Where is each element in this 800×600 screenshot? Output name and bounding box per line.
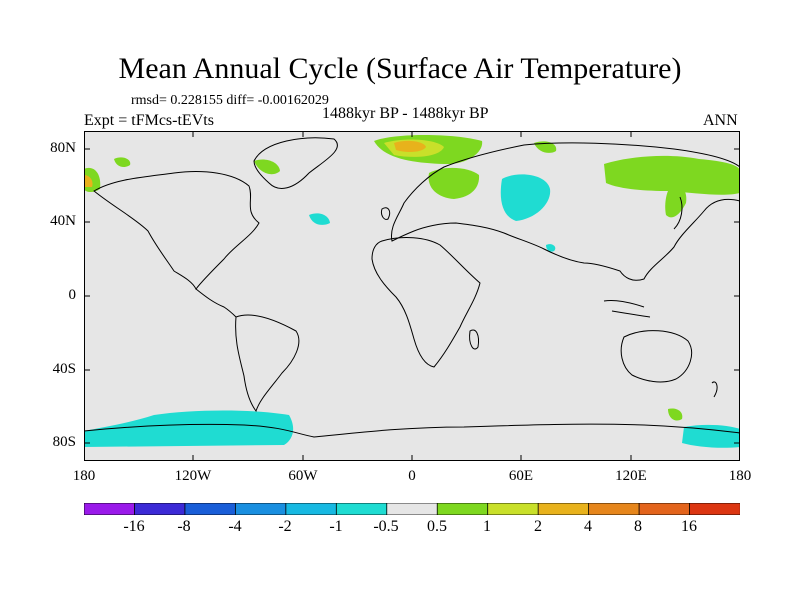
shade-green-siberia-small [534, 141, 557, 153]
shade-yellow-alaska [84, 175, 93, 187]
colorbar-label: -2 [278, 518, 292, 535]
coastline-indonesia [603, 300, 651, 318]
colorbar-box [487, 503, 539, 515]
coastlines [84, 137, 740, 438]
y-tick-label: 80S [52, 434, 76, 450]
colorbar-box [234, 503, 287, 515]
shade-green-greenland [254, 159, 280, 175]
x-tick-label: 180 [72, 468, 96, 484]
coastline-madagascar [469, 329, 479, 350]
shade-green-antarctica-east [668, 408, 683, 421]
x-tick-label: 180 [728, 468, 752, 484]
y-tick-label: 40N [50, 213, 76, 229]
plot-title: Mean Annual Cycle (Surface Air Temperatu… [118, 52, 682, 85]
shade-cyan-antarctica-east [682, 424, 740, 448]
shade-cyan-central-asia [500, 174, 551, 221]
colorbar-label: 2 [534, 518, 542, 535]
season-label: ANN [703, 112, 738, 129]
coastline-central-america [195, 288, 237, 318]
coastline-north-america [93, 171, 260, 290]
shade-cyan-himalaya [546, 244, 556, 252]
x-tick-label: 120W [174, 468, 212, 484]
colorbar-box [588, 503, 640, 515]
colorbar-label: 1 [483, 518, 491, 535]
colorbar-label: -8 [177, 518, 191, 535]
colorbar-label: -1 [329, 518, 343, 535]
colorbar-label: 4 [584, 518, 592, 535]
colorbar-box [638, 503, 691, 515]
world-map [84, 131, 740, 461]
shade-green-japan [665, 185, 687, 218]
coastline-eurasia [390, 142, 740, 281]
shade-cyan-atlantic [309, 213, 330, 225]
colorbar [84, 503, 740, 515]
experiment-label: Expt = tFMcs-tEVts [84, 112, 214, 129]
coastline-british-isles [381, 207, 391, 220]
x-tick-label: 120E [615, 468, 647, 484]
colorbar-box [184, 503, 237, 515]
statistics-label: rmsd= 0.228155 diff= -0.00162029 [131, 93, 329, 108]
coastline-antarctica [84, 423, 740, 438]
coastline-new-zealand [711, 381, 718, 398]
colorbar-box [537, 503, 590, 515]
map-frame [84, 131, 740, 461]
period-label: 1488kyr BP - 1488kyr BP [322, 105, 489, 122]
colorbar-label: -16 [123, 518, 145, 535]
colorbar-box [386, 503, 438, 515]
colorbar-box [436, 503, 489, 515]
colorbar-box [285, 503, 338, 515]
colorbar-label: 0.5 [427, 518, 447, 535]
coastline-africa [371, 237, 481, 368]
y-tick-label: 80N [50, 140, 76, 156]
shade-green-canada [114, 157, 131, 167]
shade-green-scandinavia [428, 167, 480, 199]
colorbar-label: -4 [228, 518, 242, 535]
y-tick-label: 0 [68, 287, 77, 303]
colorbar-box [689, 503, 740, 515]
coastline-japan [673, 196, 683, 230]
colorbar-label: -0.5 [373, 518, 399, 535]
shade-cyan-antarctica-pacific [84, 410, 294, 447]
x-tick-label: 60E [508, 468, 534, 484]
shade-green-siberia [604, 155, 740, 195]
colorbar-box [134, 503, 186, 515]
colorbar-box [84, 503, 136, 515]
shade-orange-barents [394, 140, 426, 152]
anomaly-shading [84, 135, 740, 448]
x-tick-label: 0 [408, 468, 416, 484]
y-tick-label: 40S [52, 361, 76, 377]
coastline-greenland [253, 137, 338, 189]
colorbar-box [335, 503, 388, 515]
colorbar-label: 16 [681, 518, 697, 535]
coastline-south-america [235, 314, 300, 413]
colorbar-label: 8 [634, 518, 642, 535]
coastline-australia [620, 330, 692, 383]
x-tick-label: 60W [288, 468, 318, 484]
